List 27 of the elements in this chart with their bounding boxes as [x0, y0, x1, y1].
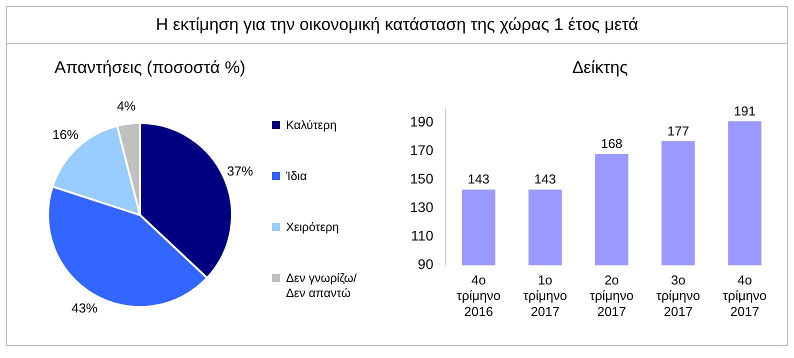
data-label: 4% [116, 98, 136, 114]
x-tick-label: 4ο τρίμηνο 2017 [722, 272, 767, 319]
legend-label: Ίδια [284, 169, 308, 184]
x-tick-label: 4ο τρίμηνο 2016 [456, 272, 501, 319]
data-label: 16% [52, 127, 79, 142]
data-label: 191 [734, 103, 756, 118]
data-label: 37% [227, 163, 254, 178]
data-label: 43% [72, 300, 98, 316]
chart-subtitle: Απαντήσεις (ποσοστά %) [54, 58, 246, 78]
x-tick-label: 3ο τρίμηνο 2017 [656, 272, 700, 319]
data-label: 177 [667, 123, 690, 138]
data-label: 168 [600, 136, 623, 152]
x-tick-label: 2ο τρίμηνο 2017 [590, 272, 634, 319]
data-label: 143 [534, 172, 556, 187]
text: Η εκτίμηση για την οικονομική κατάσταση της χώρας 1 έτος μετά [6, 6, 788, 44]
y-tick-label: 190 [410, 114, 434, 130]
data-label: 143 [468, 172, 490, 187]
chart-title: Δείκτης [571, 58, 629, 78]
legend-label: Καλύτερη [285, 118, 338, 133]
y-tick-label: 90 [418, 256, 434, 272]
x-tick-label: 1ο τρίμηνο 2017 [523, 272, 568, 319]
y-tick-label: 150 [410, 170, 434, 187]
y-tick-label: 110 [411, 228, 434, 244]
y-tick-label: 170 [410, 142, 434, 158]
y-tick-label: 130 [410, 199, 434, 216]
legend-label: Δεν γνωρίζω/ Δεν απαντώ [285, 271, 358, 301]
legend-label: Χειρότερη [285, 220, 340, 235]
